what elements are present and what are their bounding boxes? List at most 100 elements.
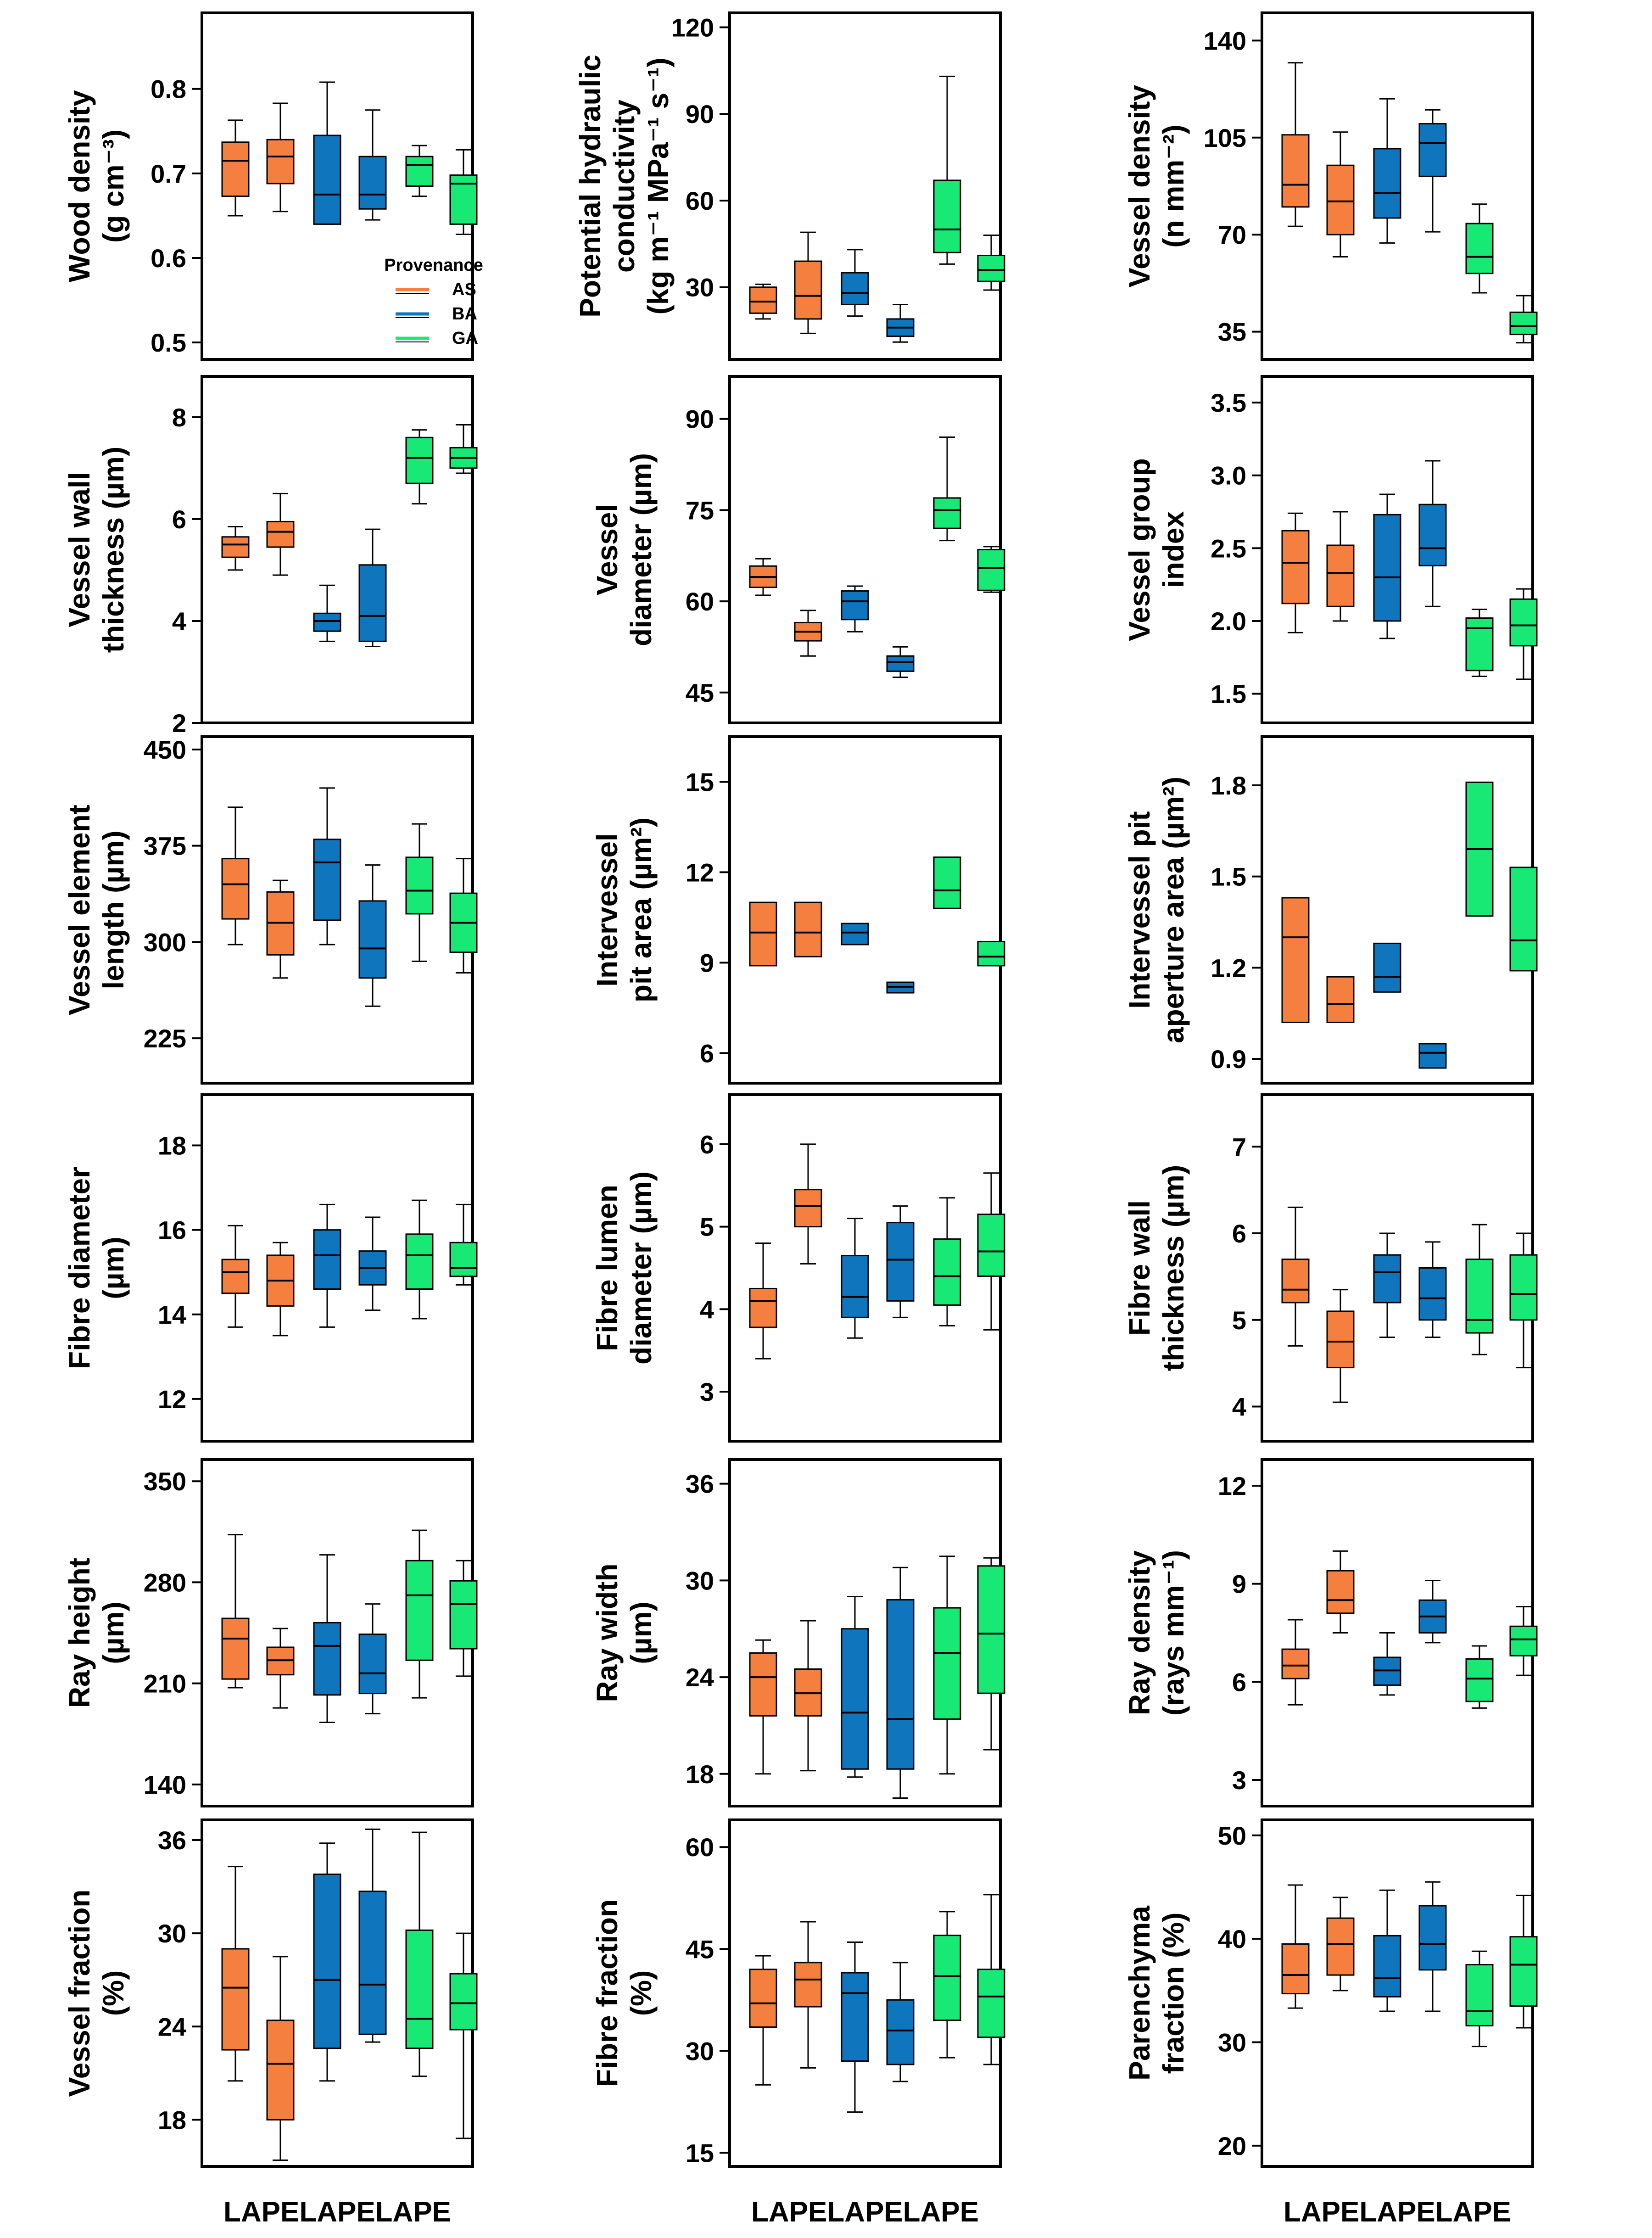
y-tick-label: 3.5 [1211, 388, 1246, 417]
box-iqr [977, 1214, 1005, 1277]
box-ga [977, 1894, 1005, 2065]
y-tick-label: 36 [686, 1470, 714, 1499]
box-ba [313, 1554, 341, 1723]
box-iqr [977, 1969, 1005, 2038]
y-axis-label-line: (rays mm⁻¹) [1157, 1550, 1190, 1716]
y-axis-label-line: index [1157, 511, 1190, 588]
panel-frame [728, 375, 1002, 724]
y-tick-label: 3 [1232, 1766, 1246, 1795]
box-iqr [449, 1973, 478, 2031]
box-ga [449, 149, 478, 235]
box-ga [1465, 1950, 1494, 2048]
box-ga [1509, 867, 1538, 972]
x-category-labels: LAPELAPELAPE [1284, 2196, 1511, 2228]
box-as [221, 806, 250, 946]
box-ga [405, 429, 434, 505]
box-iqr [1373, 1254, 1401, 1304]
panel-potential-hydraulic-conductivity: 30 60 90 120 Potential hydraulic conductivity… [574, 11, 1005, 361]
box-ga [977, 546, 1005, 593]
box-ba [841, 585, 869, 632]
y-tick-label: 30 [158, 1919, 186, 1948]
box-iqr [933, 856, 961, 909]
box-iqr [1465, 1259, 1494, 1334]
box-iqr [221, 141, 250, 197]
box-ba [1418, 1043, 1447, 1069]
y-axis-label-line: fraction (%) [1157, 1913, 1190, 2074]
panel-parenchyma-fraction: 20 30 40 50 Parenchyma fraction (%) [1123, 1818, 1538, 2168]
y-axis-label: Intervessel pit aperture area (µm²) [1123, 777, 1190, 1043]
box-ga [933, 436, 961, 542]
y-tick-label: 6 [1232, 1667, 1246, 1696]
y-axis-label-line: Fibre lumen [591, 1185, 624, 1351]
box-as [749, 1955, 777, 2086]
x-category-labels: LAPELAPELAPE [751, 2196, 979, 2228]
box-ga [449, 858, 478, 974]
y-axis-label-line: diameter (µm) [625, 1171, 658, 1365]
box-iqr [1418, 1043, 1447, 1069]
box-ba [886, 1962, 915, 2082]
box-iqr [977, 255, 1005, 282]
box-ga [933, 856, 961, 909]
box-iqr [266, 139, 295, 185]
box-iqr [1509, 598, 1538, 647]
y-tick-label: 18 [158, 2105, 186, 2134]
box-iqr [358, 564, 387, 642]
box-iqr [749, 1969, 777, 2028]
box-iqr [266, 2020, 295, 2121]
y-axis-label-line: Fibre diameter [63, 1167, 96, 1369]
box-ba [886, 1205, 915, 1318]
panel-wood-density: 0.5 0.6 0.7 0.8 Wood density (g cm⁻³) [63, 11, 478, 361]
y-axis-label-line: Vessel density [1123, 85, 1156, 288]
box-ba [313, 1842, 341, 2082]
box-iqr [405, 1233, 434, 1290]
box-ga [405, 1199, 434, 1320]
y-tick-label: 12 [686, 858, 714, 887]
box-ba [1373, 493, 1401, 639]
box-ba [886, 646, 915, 678]
y-axis-label-line: (kg m⁻¹ MPa⁻¹ s⁻¹) [642, 57, 675, 314]
legend-label-ga: GA [452, 329, 478, 348]
box-iqr [358, 1891, 387, 2035]
box-as [266, 1628, 295, 1709]
box-iqr [1326, 544, 1355, 607]
box-as [1326, 1550, 1355, 1634]
box-iqr [449, 1242, 478, 1277]
y-tick-label: 375 [144, 832, 186, 861]
box-as [266, 102, 295, 213]
y-tick-label: 30 [1218, 2028, 1246, 2057]
box-iqr [221, 858, 250, 920]
y-axis-label: Vessel diameter (µm) [591, 453, 658, 646]
y-tick-label: 90 [686, 100, 714, 129]
box-iqr [405, 156, 434, 187]
y-tick-label: 3.0 [1211, 461, 1246, 490]
box-iqr [1418, 1267, 1447, 1321]
box-iqr [841, 1972, 869, 2062]
box-ga [405, 145, 434, 197]
box-ba [358, 528, 387, 647]
box-iqr [1326, 976, 1355, 1024]
y-axis-label: Ray density (rays mm⁻¹) [1123, 1550, 1190, 1716]
box-as [1326, 511, 1355, 622]
panel-vessel-diameter: 45 60 75 90 Vessel diameter (µm) [591, 375, 1005, 724]
y-tick-label: 0.8 [151, 75, 186, 104]
box-ga [977, 940, 1005, 967]
box-ga [449, 1932, 478, 2139]
box-ba [1418, 1580, 1447, 1644]
y-axis-label-line: Vessel element [63, 805, 96, 1015]
y-axis-label: Fibre wall thickness (µm) [1123, 1165, 1190, 1371]
y-tick-label: 60 [686, 186, 714, 215]
box-as [1281, 512, 1310, 633]
y-axis-label: Intervessel pit area (µm²) [591, 817, 658, 1002]
box-iqr [358, 900, 387, 979]
box-iqr [977, 1565, 1005, 1694]
y-axis-label: Fibre diameter (µm) [63, 1167, 130, 1369]
y-axis-label-line: (%) [97, 1970, 130, 2016]
box-iqr [449, 174, 478, 225]
box-iqr [405, 436, 434, 484]
box-iqr [841, 923, 869, 946]
box-iqr [933, 1607, 961, 1720]
box-ga [405, 823, 434, 962]
box-ga [405, 1831, 434, 2077]
panel-frame [201, 375, 474, 724]
box-iqr [1509, 1936, 1538, 2007]
